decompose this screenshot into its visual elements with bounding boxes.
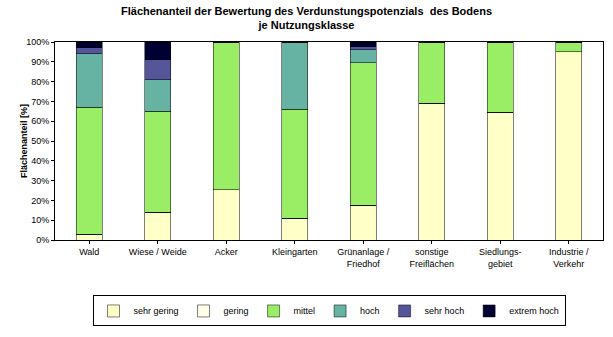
svg-text:80%: 80% [31, 77, 49, 87]
svg-text:Kleingarten: Kleingarten [272, 247, 318, 257]
svg-text:Industrie /Verkehr: Industrie /Verkehr [549, 247, 589, 269]
svg-text:sonstigeFreiflächen: sonstigeFreiflächen [409, 247, 454, 269]
svg-text:0%: 0% [36, 235, 49, 245]
svg-text:90%: 90% [31, 57, 49, 67]
svg-text:70%: 70% [31, 97, 49, 107]
svg-text:hoch: hoch [360, 306, 380, 316]
svg-text:20%: 20% [31, 196, 49, 206]
svg-text:sehr hoch: sehr hoch [425, 306, 465, 316]
svg-text:50%: 50% [31, 136, 49, 146]
svg-text:Grünanlage /Friedhof: Grünanlage /Friedhof [337, 247, 390, 269]
svg-text:40%: 40% [31, 156, 49, 166]
svg-text:10%: 10% [31, 215, 49, 225]
svg-text:Flächenanteil der Bewertung de: Flächenanteil der Bewertung des Verdunst… [121, 5, 492, 31]
svg-text:mittel: mittel [294, 306, 316, 316]
svg-text:Acker: Acker [215, 247, 238, 257]
svg-text:Flächenanteil [%]: Flächenanteil [%] [19, 104, 29, 178]
svg-text:gering: gering [224, 306, 249, 316]
svg-text:Siedlungs-gebiet: Siedlungs-gebiet [479, 247, 522, 269]
svg-text:Wiese / Weide: Wiese / Weide [129, 247, 187, 257]
svg-text:sehr gering: sehr gering [134, 306, 179, 316]
svg-text:100%: 100% [26, 37, 49, 47]
svg-text:extrem hoch: extrem hoch [509, 306, 559, 316]
svg-text:Wald: Wald [79, 247, 99, 257]
svg-text:30%: 30% [31, 176, 49, 186]
svg-text:60%: 60% [31, 116, 49, 126]
